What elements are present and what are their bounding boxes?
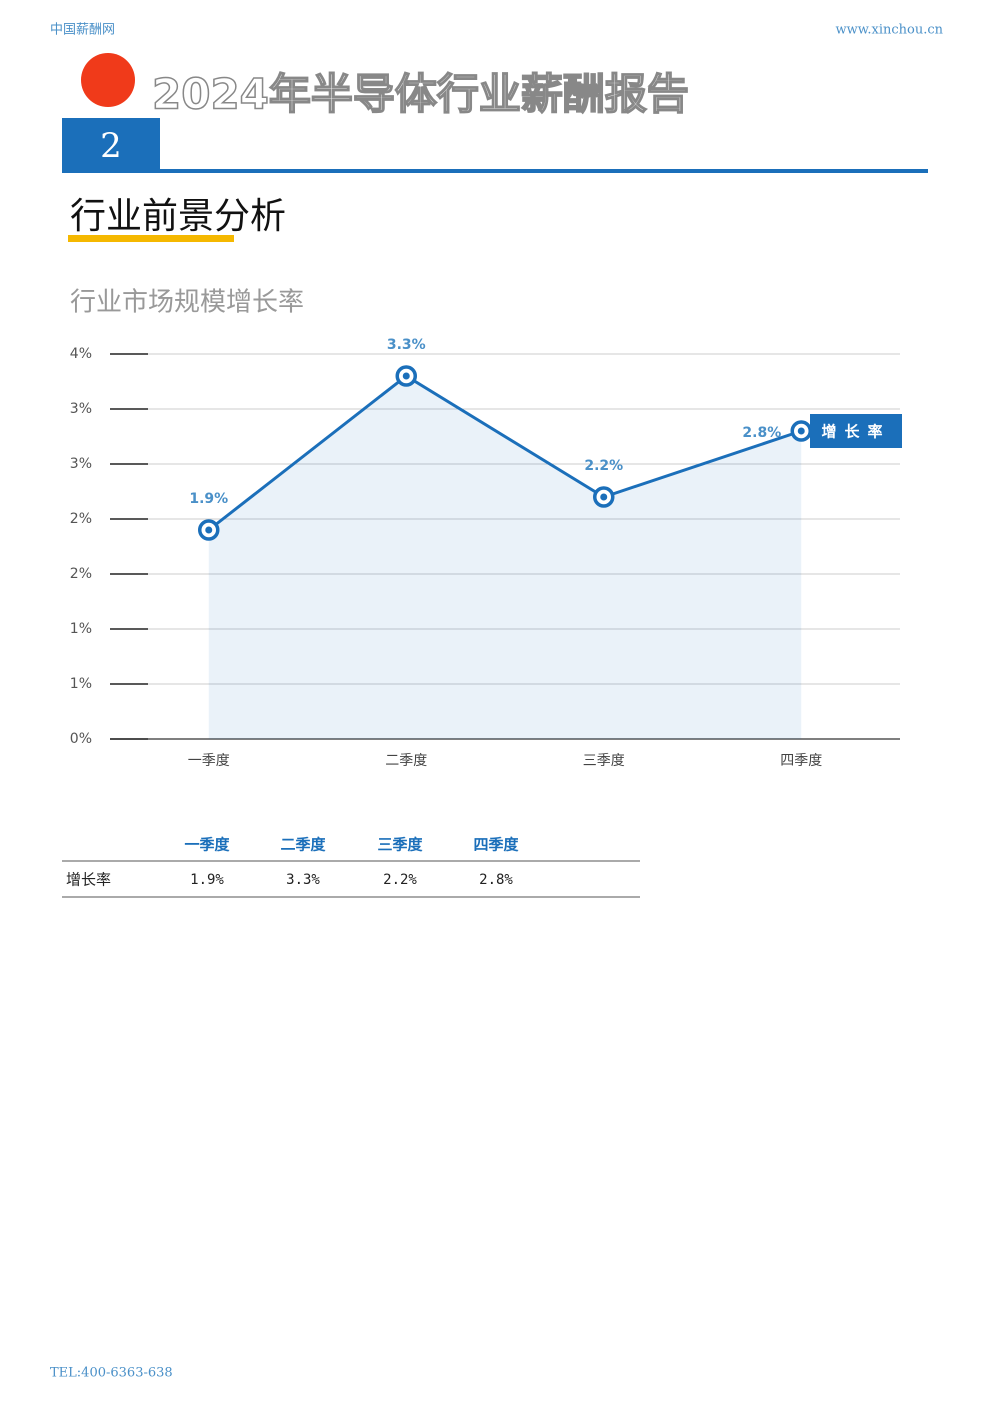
footer-tel: TEL:400-6363-638 <box>50 1366 173 1381</box>
y-tick-label: 2% <box>70 511 92 527</box>
table-cell: 1.9% <box>190 872 224 888</box>
y-tick-label: 0% <box>70 731 92 747</box>
y-tick-label: 3% <box>70 456 92 472</box>
chapter-number: 2 <box>100 126 122 166</box>
x-tick-label: 二季度 <box>385 753 427 769</box>
table-header: 一季度 <box>184 836 230 854</box>
point-dot <box>797 427 805 435</box>
point-dot <box>402 372 410 380</box>
table-header: 四季度 <box>473 836 519 854</box>
table-row-label: 增长率 <box>66 871 111 889</box>
value-label: 2.8% <box>742 425 781 441</box>
x-tick-label: 三季度 <box>583 753 625 769</box>
area <box>208 376 802 739</box>
table-header: 三季度 <box>377 836 423 854</box>
x-tick-label: 四季度 <box>780 753 822 769</box>
table-cell: 2.2% <box>383 872 417 888</box>
report-title: 2024年半导体行业薪酬报告 <box>152 70 689 119</box>
line <box>207 374 802 532</box>
y-tick-label: 2% <box>70 566 92 582</box>
value-label: 1.9% <box>189 491 228 507</box>
point-dot <box>205 526 213 534</box>
site-url: www.xinchou.cn <box>836 23 944 38</box>
header-rule <box>62 169 928 173</box>
site-name: 中国薪酬网 <box>50 23 115 38</box>
section-underline <box>68 235 234 242</box>
decor-circle <box>81 53 135 107</box>
y-tick-label: 4% <box>70 346 92 362</box>
y-tick-label: 1% <box>70 676 92 692</box>
y-tick-label: 1% <box>70 621 92 637</box>
value-label: 2.2% <box>584 458 623 474</box>
section-title: 行业前景分析 <box>70 196 286 237</box>
table-cell: 3.3% <box>286 872 320 888</box>
table-cell: 2.8% <box>479 872 513 888</box>
legend-label: 增长率 <box>821 423 890 441</box>
chart-title: 行业市场规模增长率 <box>70 288 304 318</box>
legend-box <box>810 414 902 448</box>
value-label: 3.3% <box>387 337 426 353</box>
point-dot <box>600 493 608 501</box>
chapter-box <box>62 118 160 172</box>
y-tick-label: 3% <box>70 401 92 417</box>
x-tick-label: 一季度 <box>188 753 230 769</box>
table-header: 二季度 <box>280 836 326 854</box>
